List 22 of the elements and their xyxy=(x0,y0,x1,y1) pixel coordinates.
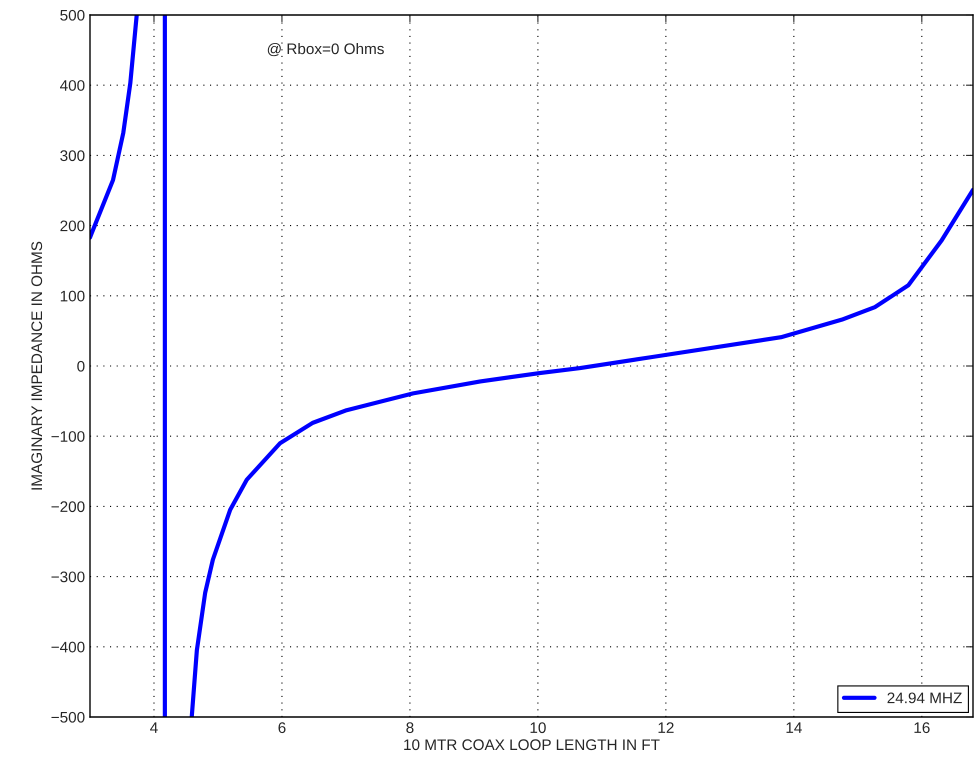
x-tick-label: 4 xyxy=(150,722,158,733)
y-tick-label: 400 xyxy=(60,80,85,91)
y-tick-label: −100 xyxy=(51,431,85,442)
annotation: @ Rbox=0 Ohms xyxy=(268,42,384,56)
x-tick-label: 12 xyxy=(658,722,674,733)
y-tick-label: 0 xyxy=(77,360,85,372)
x-axis-title: 10 MTR COAX LOOP LENGTH IN FT xyxy=(404,739,660,750)
x-tick-label: 8 xyxy=(406,722,414,734)
x-tick-label: 16 xyxy=(914,722,930,734)
y-tick-label: 100 xyxy=(60,290,85,302)
x-tick-label: 10 xyxy=(530,722,546,734)
y-axis-title: IMAGINARY IMPEDANCE IN OHMS xyxy=(31,242,42,490)
x-tick-label: 14 xyxy=(786,722,802,733)
x-tick-label: 6 xyxy=(278,722,286,734)
legend-label: 24.94 MHZ xyxy=(888,692,962,704)
y-tick-label: −200 xyxy=(51,501,85,512)
y-tick-label: −300 xyxy=(51,571,85,582)
y-tick-label: 500 xyxy=(60,10,85,21)
y-tick-label: −400 xyxy=(51,642,85,652)
y-tick-label: 200 xyxy=(60,220,85,232)
y-tick-label: −500 xyxy=(51,712,85,723)
y-tick-label: 300 xyxy=(60,150,85,162)
